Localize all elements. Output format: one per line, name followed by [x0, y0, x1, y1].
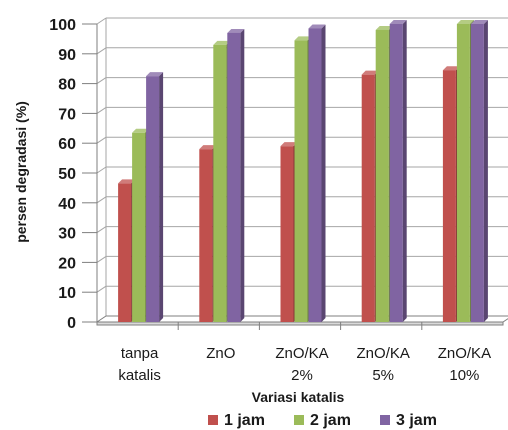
bar-3-jam: [389, 20, 407, 322]
gridline: [96, 226, 107, 234]
x-category-label: tanpa katalis: [118, 345, 161, 384]
floor-front: [96, 321, 504, 326]
legend-label: 3 jam: [396, 412, 437, 429]
legend-swatch: [380, 415, 390, 425]
bars: [118, 20, 488, 323]
legend-item: 2 jam: [294, 412, 351, 429]
gridline: [96, 106, 107, 114]
x-category-label: ZnO/KA 10%: [438, 345, 491, 384]
gridline: [96, 17, 107, 25]
y-tick-label: 50: [58, 166, 76, 183]
y-tick-label: 100: [49, 17, 76, 34]
x-category-label: ZnO/KA 2%: [275, 345, 328, 384]
legend-label: 1 jam: [224, 412, 265, 429]
legend-label: 2 jam: [310, 412, 351, 429]
y-tick-label: 40: [58, 196, 76, 213]
gridline: [96, 166, 107, 174]
legend-item: 3 jam: [380, 412, 437, 429]
y-tick-label: 0: [67, 315, 76, 332]
bar-3-jam: [308, 24, 326, 322]
gridline: [96, 47, 107, 55]
gridline: [96, 285, 107, 293]
x-category-labels: tanpa katalis ZnO ZnO/KA 2% ZnO/KA 5% ZnO/KA 10%: [118, 345, 491, 384]
bar-3-jam: [470, 20, 488, 322]
y-axis-title: persen degradasi (%): [13, 101, 29, 243]
legend-swatch: [208, 415, 218, 425]
y-tick-label: 90: [58, 47, 76, 64]
bar-3-jam: [227, 28, 245, 322]
y-tick-labels: 0 10 20 30 40 50 60 70 80 90 100: [49, 17, 97, 332]
legend: 1 jam 2 jam 3 jam: [208, 412, 437, 429]
legend-swatch: [294, 415, 304, 425]
y-tick-label: 30: [58, 226, 76, 243]
y-tick-label: 10: [58, 285, 76, 302]
legend-item: 1 jam: [208, 412, 265, 429]
y-tick-label: 80: [58, 77, 76, 94]
y-tick-label: 60: [58, 136, 76, 153]
bar-3-jam: [146, 72, 164, 323]
y-tick-label: 20: [58, 255, 76, 272]
y-tick-label: 70: [58, 106, 76, 123]
gridline: [96, 255, 107, 263]
x-axis-title: Variasi katalis: [252, 389, 345, 405]
gridline: [96, 136, 107, 144]
x-category-label: ZnO: [206, 345, 235, 362]
gridline: [96, 77, 107, 85]
gridline: [96, 196, 107, 204]
x-category-label: ZnO/KA 5%: [357, 345, 410, 384]
